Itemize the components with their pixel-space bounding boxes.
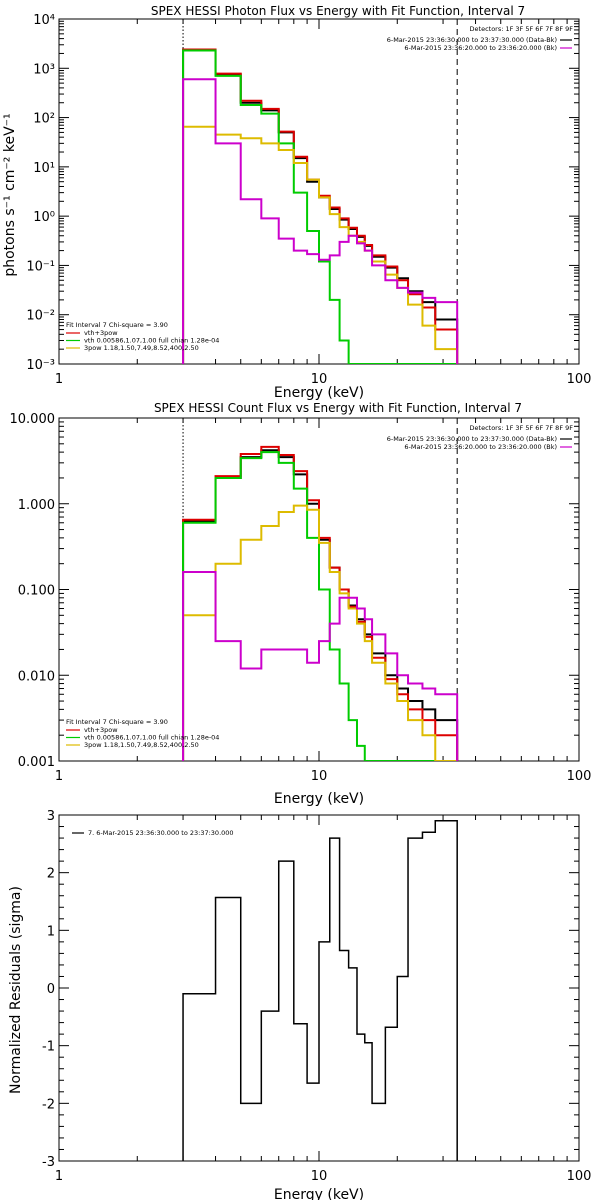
count-flux-plot: 1 10 100 0.001 0.010 0.100 1.000 10.000 6-Mar-20…: [10, 412, 592, 784]
photon-flux-legend-bottom-title: Fit Interval 7 Chi-square = 3.90: [66, 321, 168, 329]
count-flux-detectors: Detectors: 1F 3F 5F 6F 7F 8F 9F: [470, 424, 574, 432]
count-flux-xtick-label: 10: [311, 769, 328, 784]
photon-flux-plot: 1 10 100 10⁻³ 10⁻² 10⁻¹ 10⁰ 10¹ 10² 10³ 10⁴ 6-Mar-2…: [26, 13, 591, 387]
photon-flux-series-3: [182, 125, 459, 364]
count-flux-legend-top-label: 6-Mar-2015 23:36:30.000 to 23:37:30.000 …: [387, 435, 557, 443]
photon-flux-series-1: [182, 48, 459, 364]
residuals-legend-label: 7. 6-Mar-2015 23:36:30.000 to 23:37:30.0…: [88, 829, 234, 837]
photon-flux-xlabel: Energy (keV): [274, 385, 364, 401]
count-flux-series-2: [182, 451, 458, 761]
count-flux-xtick-label: 1: [55, 769, 63, 784]
photon-flux-ytick-label: 10⁻³: [26, 358, 55, 373]
residuals-ytick-label: -2: [42, 1097, 55, 1112]
residuals-ytick-label: 3: [47, 809, 55, 824]
count-flux-ytick-label: 0.100: [18, 584, 55, 599]
photon-flux-ylabel: photons s⁻¹ cm⁻² keV⁻¹: [2, 113, 18, 276]
count-flux-xtick-label: 100: [567, 769, 592, 784]
residuals-ytick-label: 0: [47, 982, 55, 997]
residuals-xtick-label: 10: [311, 1169, 328, 1184]
residuals-xtick-label: 1: [55, 1169, 63, 1184]
residuals-ytick-label: 2: [47, 867, 55, 882]
count-flux-ytick-label: 0.001: [18, 755, 55, 770]
photon-flux-legend-top-label: 6-Mar-2015 23:36:30.000 to 23:37:30.000 …: [387, 36, 557, 44]
photon-flux-legend-bottom-label: vth+3pow: [84, 329, 118, 337]
photon-flux-series-0: [182, 49, 459, 364]
photon-flux-detectors: Detectors: 1F 3F 5F 6F 7F 8F 9F: [470, 25, 574, 33]
residuals-ytick-label: -1: [42, 1040, 55, 1055]
photon-flux-legend-bottom-label: vth 0.00586,1.07,1.00 full chian 1.28e-0…: [84, 337, 219, 345]
photon-flux-title: SPEX HESSI Photon Flux vs Energy with Fi…: [151, 4, 525, 18]
photon-flux-series-2: [182, 49, 458, 364]
count-flux-ytick-label: 0.010: [18, 669, 55, 684]
count-flux-series-4: [182, 571, 459, 761]
residuals-series-0: [182, 820, 458, 1161]
count-flux-series-group: [182, 445, 459, 761]
residuals-xtick-label: 100: [567, 1169, 592, 1184]
count-flux-legend-bottom-label: vth+3pow: [84, 726, 118, 734]
count-flux-legend-bottom-label: 3pow 1.18,1.50,7.49,8.52,400,2.50: [84, 741, 199, 749]
count-flux-series-1: [182, 445, 459, 761]
residuals-plot: 1 10 100 -3 -2 -1 0 1 2 3 7. 6-Mar-2015 23:36:30.0…: [42, 809, 591, 1184]
photon-flux-ytick-label: 10¹: [33, 161, 55, 176]
count-flux-series-0: [182, 449, 459, 761]
photon-flux-ytick-label: 10²: [33, 112, 55, 127]
count-flux-legend-bottom-title: Fit Interval 7 Chi-square = 3.90: [66, 718, 168, 726]
photon-flux-ytick-label: 10⁴: [33, 13, 55, 28]
photon-flux-series-4: [182, 78, 459, 364]
photon-flux-ytick-label: 10⁻²: [26, 309, 55, 324]
count-flux-title: SPEX HESSI Count Flux vs Energy with Fit…: [154, 401, 522, 415]
photon-flux-xtick-label: 1: [55, 372, 63, 387]
photon-flux-ytick-label: 10⁰: [33, 210, 55, 225]
residuals-xlabel: Energy (keV): [274, 1187, 364, 1200]
photon-flux-ytick-label: 10³: [33, 62, 55, 77]
residuals-ytick-label: -3: [42, 1155, 55, 1170]
photon-flux-xtick-label: 10: [311, 372, 328, 387]
count-flux-series-3: [182, 504, 458, 761]
residuals-ylabel: Normalized Residuals (sigma): [8, 886, 24, 1094]
count-flux-legend-bottom-label: vth 0.00586,1.07,1.00 full chian 1.28e-0…: [84, 734, 219, 742]
count-flux-ytick-label: 1.000: [18, 498, 55, 513]
count-flux-xlabel: Energy (keV): [274, 791, 364, 807]
photon-flux-legend-top-label: 6-Mar-2015 23:36:20.000 to 23:36:20.000 …: [404, 44, 557, 52]
count-flux-ytick-label: 10.000: [10, 412, 56, 427]
count-flux-legend-top-label: 6-Mar-2015 23:36:20.000 to 23:36:20.000 …: [404, 443, 557, 451]
residuals-ytick-label: 1: [47, 924, 55, 939]
photon-flux-xtick-label: 100: [567, 372, 592, 387]
residuals-series-group: [182, 820, 458, 1161]
photon-flux-ytick-label: 10⁻¹: [26, 259, 55, 274]
photon-flux-legend-bottom-label: 3pow 1.18,1.50,7.49,8.52,400,2.50: [84, 344, 199, 352]
photon-flux-series-group: [182, 48, 459, 364]
